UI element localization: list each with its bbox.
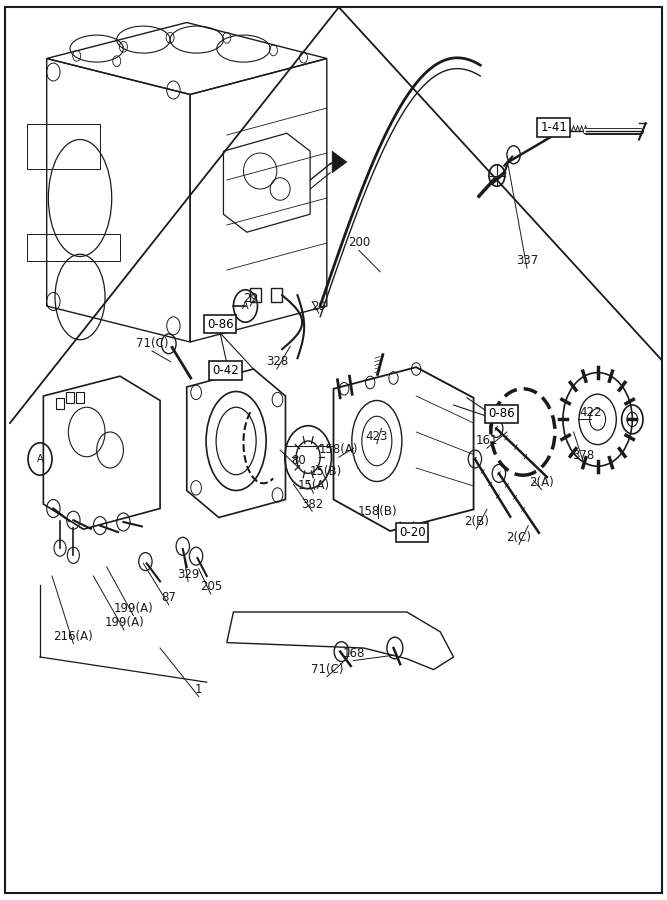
Text: 199(A): 199(A) — [113, 602, 153, 615]
Text: 2(C): 2(C) — [506, 531, 532, 544]
Text: A: A — [242, 301, 249, 311]
Text: 87: 87 — [161, 591, 176, 604]
Text: 71(C): 71(C) — [136, 338, 168, 350]
Text: 2(B): 2(B) — [464, 516, 489, 528]
Text: 2(A): 2(A) — [529, 476, 554, 489]
Text: 1-41: 1-41 — [540, 122, 567, 134]
Text: 337: 337 — [516, 255, 538, 267]
Text: 423: 423 — [366, 430, 388, 443]
Text: 80: 80 — [291, 454, 306, 467]
Bar — [271, 288, 282, 302]
Text: 328: 328 — [265, 356, 288, 368]
Text: 199(A): 199(A) — [104, 616, 144, 629]
Text: 422: 422 — [580, 406, 602, 419]
Text: 158(B): 158(B) — [358, 505, 398, 518]
Text: 0-42: 0-42 — [212, 364, 239, 377]
Text: 329: 329 — [177, 568, 199, 580]
Text: 0-20: 0-20 — [399, 526, 426, 539]
Text: 205: 205 — [199, 580, 222, 593]
Bar — [76, 392, 84, 403]
Text: 1: 1 — [195, 683, 203, 696]
Text: 378: 378 — [572, 449, 595, 462]
Text: 29: 29 — [243, 292, 257, 305]
Text: 71(C): 71(C) — [311, 663, 343, 676]
Text: 216(A): 216(A) — [53, 630, 93, 643]
Text: 15(B): 15(B) — [309, 465, 342, 478]
Polygon shape — [332, 151, 347, 173]
Text: A: A — [37, 454, 43, 464]
Text: 15(A): 15(A) — [297, 480, 329, 492]
Text: 168: 168 — [342, 647, 365, 660]
Text: 0-86: 0-86 — [488, 408, 515, 420]
Text: 29: 29 — [311, 300, 326, 312]
Text: 382: 382 — [301, 498, 323, 510]
Text: 161: 161 — [476, 435, 498, 447]
Bar — [66, 392, 74, 403]
Text: 200: 200 — [348, 237, 370, 249]
Bar — [56, 398, 64, 409]
Bar — [250, 288, 261, 302]
Text: 0-86: 0-86 — [207, 318, 233, 330]
Text: 158(A): 158(A) — [319, 444, 359, 456]
